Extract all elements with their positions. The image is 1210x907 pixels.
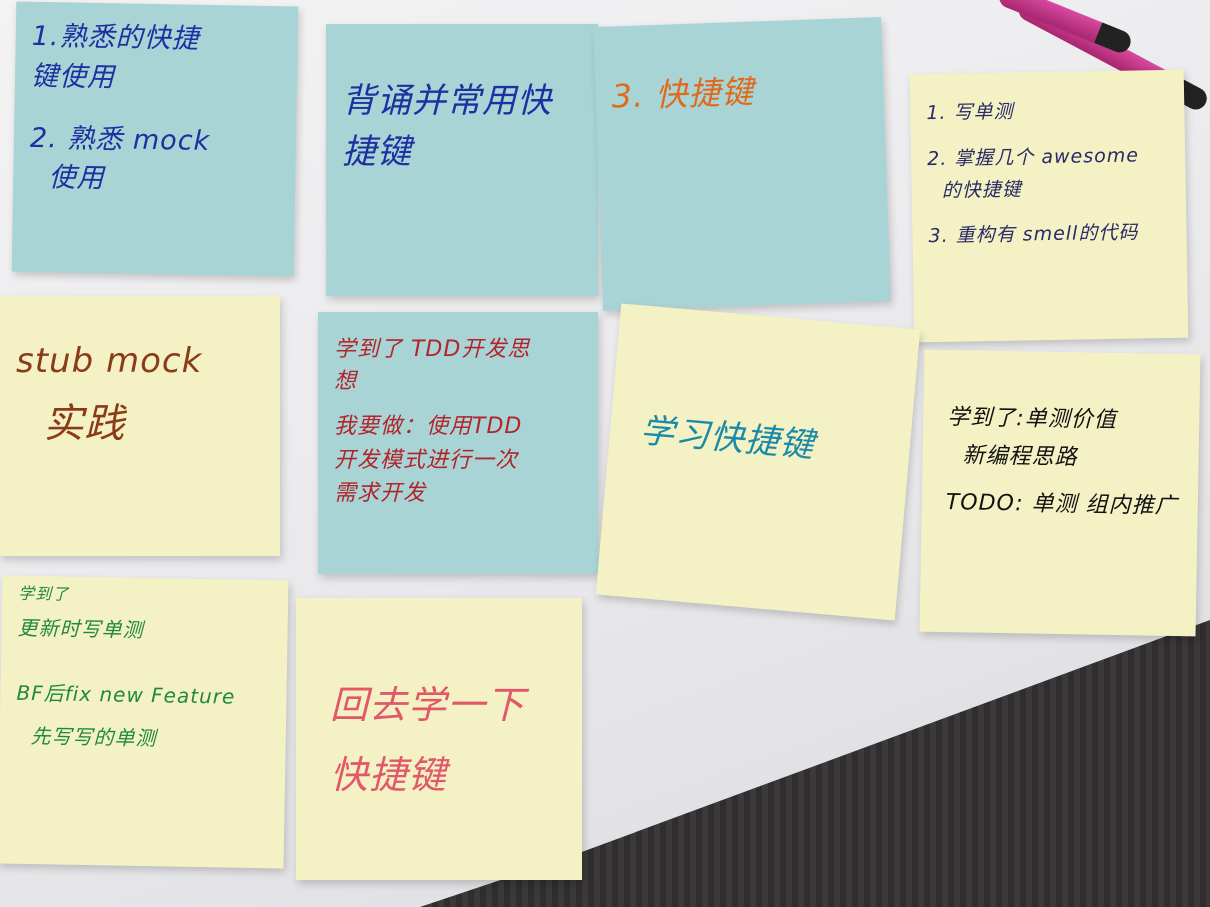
sticky-note-2: 背诵并常用快 捷键 [326,24,598,296]
note-6-line-1: 学到了 TDD开发思 [334,337,531,362]
note-9-line-1: 学到了 [18,583,70,604]
note-8-line-1: 学到了:单测价值 [947,405,1117,433]
note-1-line-2: 键使用 [30,60,116,94]
note-5-line-1: stub mock [16,341,203,381]
sticky-note-1: 1.熟悉的快捷 键使用 2. 熟悉 mock 使用 [11,1,299,277]
note-2-line-2: 捷键 [342,131,412,172]
note-9-line-4: 先写写的单测 [15,723,157,751]
note-6-line-3: 我要做：使用TDD [334,414,523,439]
sticky-note-6: 学到了 TDD开发思 想 我要做：使用TDD 开发模式进行一次 需求开发 [318,312,598,574]
note-5-line-2: 实践 [16,400,126,447]
sticky-note-9: 学到了 更新时写单测 BF后fix new Feature 先写写的单测 [0,575,289,869]
note-1-line-4: 使用 [29,162,105,195]
note-10-line-2: 快捷键 [330,752,448,797]
note-6-line-2: 想 [334,368,358,394]
note-4-line-1: 1. 写单测 [926,100,1014,125]
note-6-line-5: 需求开发 [334,481,427,506]
sticky-note-7: 学习快捷键 [595,303,921,621]
note-10-line-1: 回去学一下 [330,683,526,727]
note-2-line-1: 背诵并常用快 [342,81,552,121]
note-9-line-2: 更新时写单测 [17,615,144,642]
note-1-line-3: 2. 熟悉 mock [29,122,211,157]
note-6-line-4: 开发模式进行一次 [334,447,519,473]
sticky-note-4: 1. 写单测 2. 掌握几个 awesome 的快捷键 3. 重构有 smell… [909,69,1189,343]
sticky-note-8: 学到了:单测价值 新编程思路 TODO: 单测 组内推广 [919,349,1201,637]
note-8-line-2: 新编程思路 [946,442,1078,470]
sticky-note-10: 回去学一下 快捷键 [296,598,582,880]
note-8-line-3: TODO: 单测 组内推广 [945,490,1178,520]
note-4-line-2: 2. 掌握几个 awesome [926,144,1140,170]
note-9-line-3: BF后fix new Feature [16,680,236,709]
note-7-line-1: 学习快捷键 [638,410,817,466]
sticky-note-5: stub mock 实践 [0,296,280,556]
note-4-line-3: 的快捷键 [927,177,1022,202]
note-4-line-4: 3. 重构有 smell的代码 [928,221,1139,248]
note-1-line-1: 1.熟悉的快捷 [31,20,200,55]
note-3-line-1: 3. 快捷键 [610,72,755,116]
sticky-note-3: 3. 快捷键 [593,17,891,311]
